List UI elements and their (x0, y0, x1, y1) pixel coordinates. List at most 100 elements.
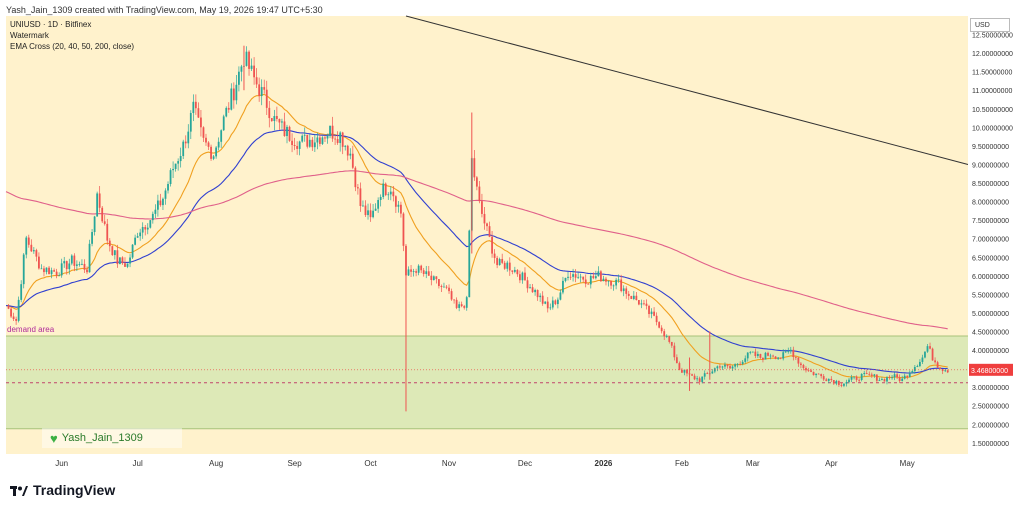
candle-body (32, 250, 35, 252)
currency-selector[interactable]: USD (970, 18, 1010, 32)
candle-body (164, 190, 167, 199)
candle-body (729, 366, 731, 369)
candle-body (812, 371, 815, 376)
candle-body (600, 271, 602, 282)
candle-body (319, 137, 321, 144)
candle-body (693, 375, 696, 380)
ema-200-line (5, 170, 948, 330)
candle-body (741, 361, 744, 365)
candle-body (529, 287, 531, 289)
candle-body (278, 119, 281, 123)
candle-body (113, 250, 116, 256)
candle-body (65, 261, 68, 270)
candle-body (587, 283, 590, 285)
candle-body (58, 275, 61, 277)
candle-body (91, 232, 93, 244)
candle-body (898, 377, 901, 381)
candle-body (432, 276, 435, 280)
candle-body (625, 288, 628, 294)
candle-body (463, 306, 466, 308)
candle-body (797, 357, 800, 364)
candle-body (43, 268, 45, 273)
candle-body (734, 364, 736, 367)
candle-body (313, 142, 316, 148)
user-watermark: ♥ Yash_Jain_1309 (42, 428, 182, 448)
candle-body (139, 232, 142, 237)
candle-body (93, 216, 96, 233)
candle-body (774, 356, 777, 359)
candle-body (440, 286, 443, 287)
candle-body (719, 366, 721, 368)
candle-body (759, 353, 762, 358)
candle-body (615, 279, 618, 286)
tradingview-logo[interactable]: TradingView (10, 482, 115, 498)
candle-body (878, 379, 881, 381)
candle-body (572, 274, 574, 277)
candle-body (311, 139, 314, 148)
descending-trendline (405, 15, 969, 165)
candle-body (698, 378, 701, 382)
candle-body (111, 246, 114, 256)
candle-body (389, 191, 392, 195)
candle-body (400, 204, 402, 214)
candle-body (374, 208, 377, 211)
candle-body (706, 373, 709, 375)
candle-body (106, 223, 109, 241)
candle-body (481, 201, 483, 214)
candle-body (574, 274, 577, 278)
candle-body (346, 145, 349, 156)
candle-body (240, 66, 243, 72)
candle-body (301, 135, 304, 142)
candle-body (837, 380, 840, 385)
candle-body (645, 303, 648, 306)
candle-body (789, 349, 792, 352)
candle-body (881, 379, 883, 380)
x-tick-label: Oct (364, 459, 377, 468)
candle-body (675, 357, 678, 364)
candle-body (875, 374, 878, 381)
candle-body (754, 351, 757, 356)
candle-body (146, 227, 149, 230)
candle-body (238, 71, 240, 85)
candle-body (668, 336, 671, 342)
candle-body (270, 118, 273, 122)
candle-body (45, 267, 48, 273)
candle-body (873, 374, 876, 376)
candle-body (691, 374, 693, 376)
y-tick-label: 12.00000000 (972, 51, 1013, 58)
candle-body (38, 256, 40, 269)
legend-indicator[interactable]: EMA Cross (20, 40, 50, 200, close) (10, 42, 135, 51)
candle-body (430, 275, 433, 280)
candle-body (762, 357, 764, 360)
candle-body (415, 271, 418, 273)
candle-body (255, 77, 258, 85)
x-tick-label: Sep (287, 459, 302, 468)
candle-body (7, 305, 10, 309)
x-tick-label: Aug (209, 459, 223, 468)
candle-body (131, 244, 134, 258)
candle-body (541, 295, 544, 304)
candle-body (167, 183, 169, 191)
candle-body (12, 316, 15, 319)
candle-body (298, 141, 301, 149)
candle-body (316, 137, 319, 143)
candle-body (617, 279, 620, 281)
candle-body (126, 263, 129, 267)
candle-body (870, 374, 873, 376)
candle-body (384, 183, 387, 196)
candle-body (863, 373, 866, 374)
candle-body (407, 269, 410, 276)
candle-body (531, 287, 534, 293)
candle-body (394, 196, 397, 207)
candle-body (810, 370, 812, 372)
candle-body (921, 357, 924, 362)
candle-body (539, 295, 542, 298)
candle-body (172, 169, 174, 171)
candle-body (443, 286, 445, 288)
candle-body (767, 352, 769, 356)
candle-body (260, 87, 263, 97)
candle-body (524, 272, 526, 281)
candle-body (200, 117, 202, 128)
y-tick-label: 6.50000000 (972, 255, 1009, 262)
